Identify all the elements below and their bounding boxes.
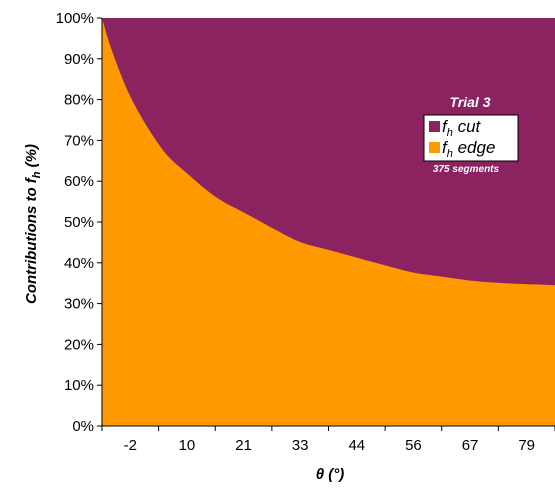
- y-axis-title: Contributions to fh (%): [23, 144, 43, 304]
- legend-swatch: [429, 142, 440, 153]
- legend-note: 375 segments: [433, 164, 500, 175]
- x-tick-label: -2: [124, 437, 137, 454]
- x-tick-label: 21: [235, 437, 252, 454]
- x-axis-ticks: -2 10 21 33 44 56 67 79: [101, 426, 555, 454]
- y-tick-label: 0%: [72, 418, 94, 435]
- legend-label: fh cut: [442, 117, 482, 139]
- x-tick-label: 79: [518, 437, 535, 454]
- y-tick-label: 80%: [64, 92, 94, 109]
- x-tick-label: 44: [348, 437, 365, 454]
- y-tick-label: 60%: [64, 173, 94, 190]
- y-axis-title-symbol: f: [23, 176, 40, 183]
- y-axis-title-prefix: Contributions to: [23, 183, 40, 304]
- legend-title: Trial 3: [450, 94, 491, 110]
- y-tick-label: 20%: [64, 336, 94, 353]
- x-tick-label: 56: [405, 437, 422, 454]
- x-tick-label: 10: [179, 437, 196, 454]
- plot-area: [102, 18, 555, 426]
- y-tick-label: 90%: [64, 51, 94, 68]
- x-tick-label: 67: [462, 437, 479, 454]
- x-axis-title-unit: (°): [328, 466, 344, 483]
- y-axis-title-subscript: h: [31, 171, 43, 178]
- x-axis-title-symbol: θ: [316, 466, 325, 483]
- y-tick-label: 10%: [64, 377, 94, 394]
- y-tick-label: 70%: [64, 132, 94, 149]
- legend-label: fh edge: [442, 138, 495, 160]
- area-fh-edge: [102, 18, 555, 426]
- y-axis-ticks: 0% 10% 20% 30% 40% 50% 60% 70% 80% 90% 100%: [56, 10, 102, 435]
- y-tick-label: 40%: [64, 255, 94, 272]
- y-tick-label: 100%: [56, 10, 94, 27]
- x-axis-title: θ (°): [316, 466, 345, 483]
- x-tick-label: 33: [292, 437, 309, 454]
- y-tick-label: 50%: [64, 214, 94, 231]
- legend-swatch: [429, 121, 440, 132]
- y-axis-title-suffix: (%): [23, 144, 40, 172]
- y-tick-label: 30%: [64, 296, 94, 313]
